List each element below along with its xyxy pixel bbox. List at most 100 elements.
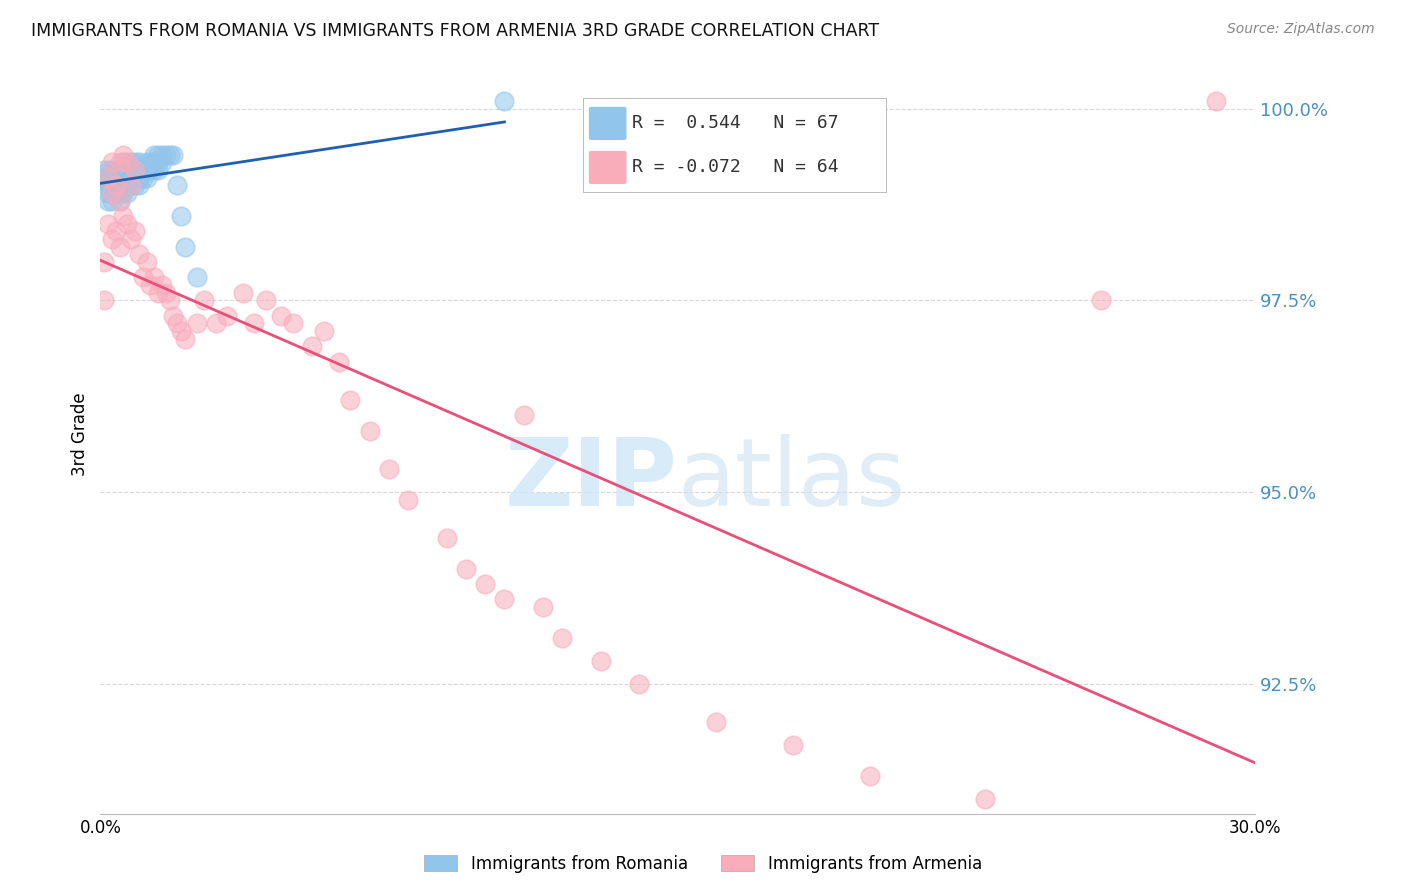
Point: [101, 178, 124, 193]
Point: [120, 170, 142, 185]
Point: [108, 240, 131, 254]
Point: [232, 285, 254, 300]
Point: [474, 577, 496, 591]
Point: [301, 339, 323, 353]
Point: [512, 409, 534, 423]
Point: [143, 270, 166, 285]
Point: [359, 424, 381, 438]
Point: [101, 186, 124, 200]
Point: [120, 155, 142, 169]
Point: [117, 170, 139, 185]
Point: [101, 232, 124, 246]
Point: [97, 178, 120, 193]
Point: [494, 94, 516, 108]
Point: [150, 278, 173, 293]
Point: [112, 186, 135, 200]
Point: [124, 178, 146, 193]
Point: [131, 170, 153, 185]
Point: [120, 178, 142, 193]
Point: [186, 270, 208, 285]
Point: [108, 194, 131, 208]
Point: [143, 163, 166, 178]
Point: [97, 170, 120, 185]
Point: [93, 255, 115, 269]
Point: [254, 293, 277, 308]
Point: [104, 170, 127, 185]
Point: [159, 148, 181, 162]
Point: [436, 531, 458, 545]
Point: [589, 654, 612, 668]
Point: [108, 155, 131, 169]
Point: [146, 155, 169, 169]
Point: [139, 278, 162, 293]
Point: [101, 163, 124, 178]
Point: [93, 163, 115, 178]
Point: [101, 194, 124, 208]
Point: [170, 209, 193, 223]
Point: [128, 247, 150, 261]
Point: [108, 178, 131, 193]
Point: [155, 148, 177, 162]
Point: [97, 170, 120, 185]
FancyBboxPatch shape: [589, 108, 626, 139]
Point: [1090, 293, 1112, 308]
Point: [117, 155, 139, 169]
Point: [131, 163, 153, 178]
Point: [117, 155, 139, 169]
Point: [150, 148, 173, 162]
Point: [162, 148, 184, 162]
Text: IMMIGRANTS FROM ROMANIA VS IMMIGRANTS FROM ARMENIA 3RD GRADE CORRELATION CHART: IMMIGRANTS FROM ROMANIA VS IMMIGRANTS FR…: [31, 22, 879, 40]
Text: atlas: atlas: [678, 434, 905, 526]
Point: [1205, 94, 1227, 108]
Point: [124, 224, 146, 238]
Point: [97, 163, 120, 178]
Point: [128, 163, 150, 178]
Point: [124, 163, 146, 178]
Point: [146, 163, 169, 178]
Point: [204, 317, 226, 331]
Point: [112, 148, 135, 162]
FancyBboxPatch shape: [589, 152, 626, 184]
Legend: Immigrants from Romania, Immigrants from Armenia: Immigrants from Romania, Immigrants from…: [418, 848, 988, 880]
Point: [159, 293, 181, 308]
Point: [146, 285, 169, 300]
Point: [128, 170, 150, 185]
Point: [112, 170, 135, 185]
Point: [97, 186, 120, 200]
Point: [162, 309, 184, 323]
Point: [193, 293, 215, 308]
Point: [378, 462, 401, 476]
Point: [131, 270, 153, 285]
Point: [704, 714, 727, 729]
Point: [454, 562, 477, 576]
Point: [551, 631, 574, 645]
Point: [117, 217, 139, 231]
Y-axis label: 3rd Grade: 3rd Grade: [72, 392, 89, 476]
Point: [108, 194, 131, 208]
Point: [117, 178, 139, 193]
Point: [124, 155, 146, 169]
Point: [312, 324, 335, 338]
Point: [974, 791, 997, 805]
Point: [128, 178, 150, 193]
Point: [174, 332, 197, 346]
Text: Source: ZipAtlas.com: Source: ZipAtlas.com: [1227, 22, 1375, 37]
Point: [135, 163, 157, 178]
Point: [124, 163, 146, 178]
Point: [112, 209, 135, 223]
Point: [104, 163, 127, 178]
Point: [112, 155, 135, 169]
Text: R = -0.072   N = 64: R = -0.072 N = 64: [631, 159, 838, 177]
Point: [108, 163, 131, 178]
Point: [139, 163, 162, 178]
Point: [97, 217, 120, 231]
Point: [150, 155, 173, 169]
Point: [139, 155, 162, 169]
Point: [143, 148, 166, 162]
Point: [104, 186, 127, 200]
Point: [339, 393, 361, 408]
Point: [628, 676, 651, 690]
Point: [243, 317, 266, 331]
Point: [217, 309, 239, 323]
Point: [494, 592, 516, 607]
